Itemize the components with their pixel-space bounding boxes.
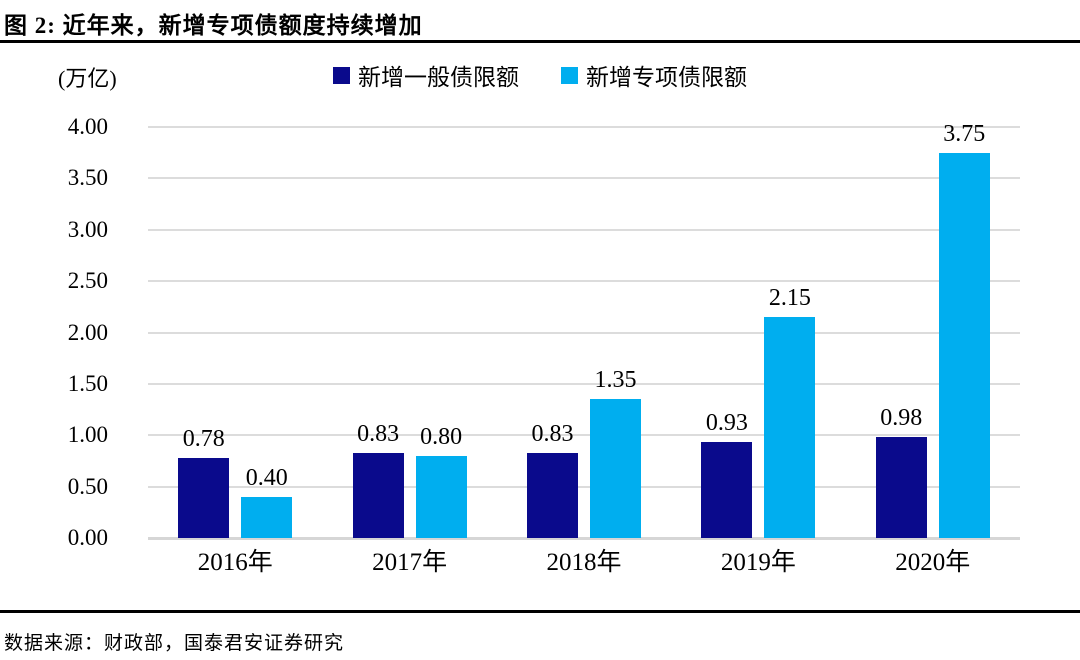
value-label: 3.75 — [943, 120, 986, 147]
title-divider — [0, 40, 1080, 43]
gridline — [148, 485, 1020, 488]
value-label: 2.15 — [768, 285, 811, 312]
plot-area: 0.00 0.50 1.00 1.50 2.00 2.50 3.00 3.50 4.00 2016… — [68, 114, 1020, 576]
bar-special-bond-2018年 — [590, 399, 641, 538]
y-tick-label: 4.00 — [67, 114, 108, 139]
gridline — [148, 126, 1020, 128]
y-tick-label: 3.50 — [67, 165, 108, 191]
legend-swatch-general-bond — [333, 66, 350, 84]
value-label: 0.83 — [531, 420, 574, 447]
y-tick-label: 2.50 — [67, 268, 108, 294]
gridline — [148, 280, 1020, 283]
value-label: 0.83 — [357, 420, 400, 447]
bar-special-bond-2019年 — [764, 317, 816, 538]
y-tick-label: 3.00 — [67, 216, 108, 242]
value-label: 0.80 — [420, 423, 463, 450]
bar-general-bond-2016年 — [178, 457, 230, 538]
y-tick-label: 0.50 — [67, 473, 108, 499]
value-label: 0.93 — [705, 410, 748, 437]
gridline — [148, 434, 1020, 437]
value-label: 0.98 — [880, 405, 923, 432]
gridline — [148, 177, 1020, 180]
value-label: 0.78 — [182, 425, 225, 452]
bar-special-bond-2016年 — [241, 496, 293, 538]
bar-general-bond-2018年 — [527, 452, 578, 538]
gridline — [148, 382, 1020, 385]
bar-general-bond-2020年 — [875, 437, 927, 538]
y-tick-label: 1.00 — [67, 422, 108, 448]
x-axis-label: 2017年 — [372, 549, 448, 576]
value-label: 0.40 — [245, 464, 288, 491]
legend-swatch-special-bond — [561, 66, 578, 84]
bar-special-bond-2020年 — [938, 152, 990, 538]
legend-item-general-bond: 新增一般债限额 — [333, 58, 519, 92]
legend-label-general-bond: 新增一般债限额 — [358, 65, 519, 90]
x-axis-line — [148, 537, 1020, 540]
footer-divider — [0, 610, 1080, 613]
bar-general-bond-2019年 — [701, 442, 753, 538]
legend-item-special-bond: 新增专项债限额 — [561, 58, 747, 92]
value-label: 1.35 — [594, 367, 637, 394]
chart-title: 图 2: 近年来，新增专项债额度持续增加 — [4, 13, 423, 38]
bar-general-bond-2017年 — [352, 452, 404, 538]
data-source-note: 数据来源：财政部，国泰君安证券研究 — [4, 633, 345, 654]
x-axis-label: 2016年 — [197, 549, 273, 576]
legend-label-special-bond: 新增专项债限额 — [586, 65, 747, 90]
gridline — [148, 228, 1020, 231]
x-axis-label: 2018年 — [546, 549, 622, 576]
gridline — [148, 331, 1020, 334]
y-axis-unit-label: (万亿) — [58, 66, 117, 91]
x-axis-label: 2020年 — [895, 549, 971, 576]
x-axis-label: 2019年 — [720, 549, 796, 576]
y-tick-label: 2.00 — [67, 319, 108, 345]
bar-special-bond-2017年 — [415, 455, 467, 538]
y-tick-label: 1.50 — [67, 370, 108, 396]
y-tick-label: 0.00 — [67, 525, 108, 550]
legend: 新增一般债限额 新增专项债限额 — [0, 58, 1080, 92]
